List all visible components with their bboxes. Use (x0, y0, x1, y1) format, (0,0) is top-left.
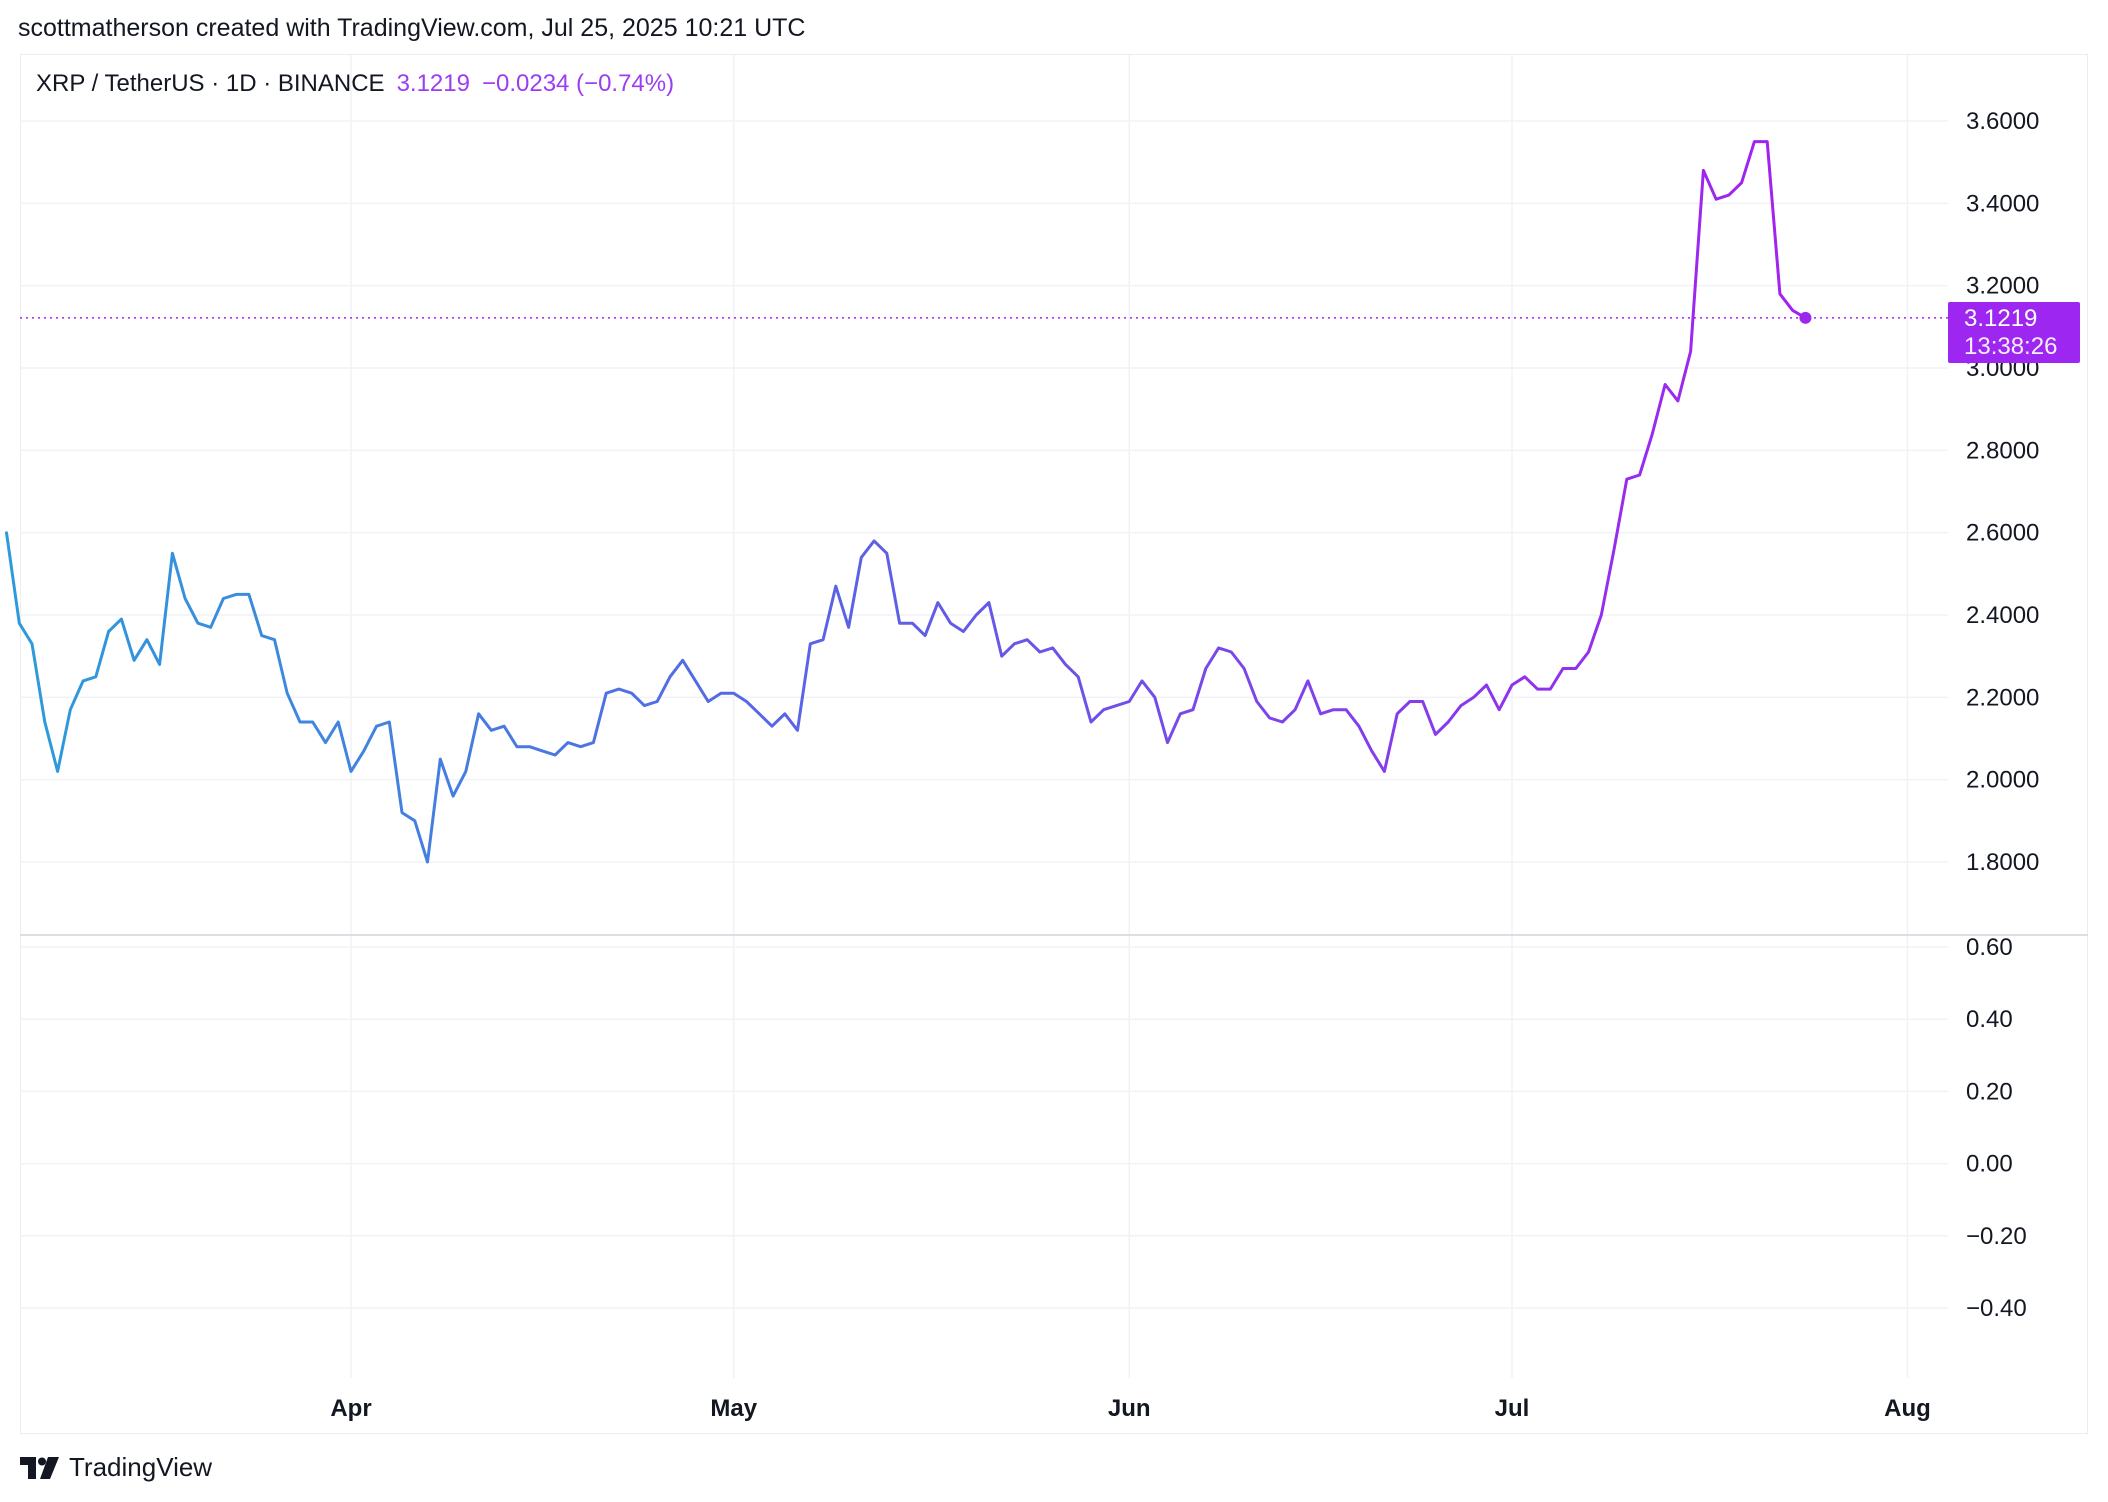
lower-tick-label: −0.20 (1966, 1223, 2027, 1250)
tradingview-brand: TradingView (69, 1452, 213, 1482)
grid-lines (20, 55, 2088, 1378)
attribution-text: scottmatherson created with TradingView.… (18, 14, 806, 42)
price-tick-label: 2.2000 (1966, 684, 2039, 711)
price-tag-countdown: 13:38:26 (1964, 333, 2058, 360)
lower-tick-label: 0.00 (1966, 1151, 2013, 1178)
price-tick-label: 2.4000 (1966, 602, 2039, 629)
symbol-legend: XRP / TetherUS · 1D · BINANCE 3.1219 −0.02… (36, 70, 674, 98)
price-change: −0.0234 (−0.74%) (481, 70, 675, 97)
price-tag: 3.1219 13:38:26 (1948, 302, 2080, 363)
lower-tick-label: 0.60 (1966, 934, 2013, 961)
price-tick-label: 2.8000 (1966, 437, 2039, 464)
lower-tick-label: −0.40 (1966, 1295, 2027, 1322)
last-price-dot (1799, 311, 1812, 324)
x-tick-label: Aug (1884, 1395, 1931, 1422)
price-tick-label: 3.4000 (1966, 190, 2039, 217)
price-tick-label: 2.0000 (1966, 767, 2039, 794)
lower-tick-label: 0.20 (1966, 1078, 2013, 1105)
price-series (5, 140, 1948, 864)
x-tick-label: May (710, 1395, 757, 1422)
axis-labels: Apr May Jun Jul Aug3.60003.40003.20003.00002… (330, 108, 2039, 1422)
lower-tick-label: 0.40 (1966, 1006, 2013, 1033)
x-tick-label: Jul (1495, 1395, 1530, 1422)
tradingview-logo-icon (20, 1456, 59, 1479)
price-tick-label: 2.6000 (1966, 520, 2039, 547)
x-tick-label: Jun (1108, 1395, 1151, 1422)
price-tick-label: 3.6000 (1966, 108, 2039, 135)
price-line (5, 140, 1807, 864)
price-tick-label: 3.2000 (1966, 273, 2039, 300)
last-price: 3.1219 (396, 70, 470, 97)
symbol-name: XRP / TetherUS · 1D · BINANCE (36, 70, 385, 97)
price-tag-value: 3.1219 (1964, 305, 2038, 332)
tradingview-footer[interactable]: TradingView (20, 1452, 212, 1483)
x-tick-label: Apr (330, 1395, 371, 1422)
price-tick-label: 1.8000 (1966, 849, 2039, 876)
chart-frame (20, 54, 2088, 1434)
